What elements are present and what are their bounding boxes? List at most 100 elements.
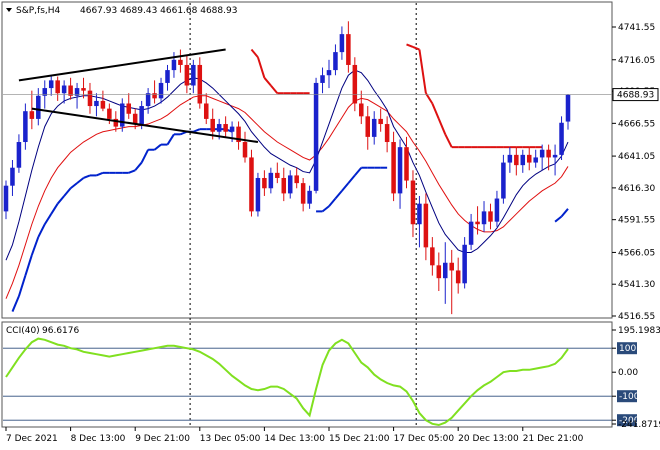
symbol-dropdown-icon[interactable] <box>6 8 12 12</box>
sar-segment <box>444 133 453 148</box>
time-axis: 7 Dec 2021 8 Dec 13:00 9 Dec 21:00 13 Dec 0… <box>5 427 584 444</box>
sar-segment <box>134 161 143 171</box>
candle-bull <box>443 262 448 279</box>
sar-segment <box>56 195 65 205</box>
candle-bull <box>468 221 474 245</box>
candle-bull <box>48 80 54 89</box>
candle-bull <box>539 149 545 158</box>
sar-segment <box>69 182 78 190</box>
candle-bull <box>3 185 9 212</box>
candle-bear <box>29 111 35 119</box>
candle-bear <box>203 103 209 119</box>
current-price-label: 4688.93 <box>3 88 659 102</box>
current-price-text: 4688.93 <box>617 91 654 101</box>
cci-tick-label: 195.1983 <box>618 326 660 336</box>
price-tick-label: 4566.05 <box>618 248 655 258</box>
sar-segment <box>256 56 266 79</box>
sar-segment <box>270 84 279 94</box>
cci-value: 96.6176 <box>42 326 79 336</box>
sar-segment <box>250 48 259 58</box>
sar-segment <box>560 208 569 218</box>
cci-tick-label: -200 <box>619 416 640 426</box>
sar-segment <box>341 182 350 192</box>
candle-bull <box>507 154 513 163</box>
candle-bull <box>307 190 312 204</box>
sar-segment <box>63 187 72 197</box>
price-tick-label: 4616.30 <box>618 184 655 194</box>
sar-segment <box>140 149 150 164</box>
candle-bear <box>352 64 358 104</box>
candle-bear <box>113 118 119 127</box>
candle-bear <box>449 262 454 271</box>
candle-bear <box>81 88 86 91</box>
candle-bear <box>275 172 280 178</box>
candle-bull <box>61 85 67 94</box>
sar-segment <box>96 171 104 177</box>
ohlc-readout: 4667.93 4689.43 4661.68 4688.93 <box>80 6 237 16</box>
price-tick-label: 4741.55 <box>618 23 655 33</box>
candle-bear <box>210 118 215 132</box>
price-tick-label: 4666.55 <box>618 119 655 129</box>
candle-bull <box>494 198 500 222</box>
candle-bear <box>55 80 60 94</box>
candle-bear <box>436 265 442 279</box>
candle-bull <box>559 122 564 155</box>
candle-bear <box>184 64 190 86</box>
sar-segment <box>425 92 434 105</box>
candle-bull <box>417 203 422 225</box>
trendline <box>18 48 226 82</box>
sar-segment <box>263 77 272 87</box>
sar-segment <box>37 223 46 238</box>
price-tick-label: 4591.55 <box>618 216 655 226</box>
candle-bear <box>546 149 551 158</box>
symbol-label: S&P,fs,H4 <box>16 6 61 16</box>
cci-pane-frame <box>1 321 613 428</box>
sar-segment <box>153 143 162 151</box>
sar-segment <box>43 213 53 225</box>
trendline <box>31 107 259 144</box>
candle-bear <box>455 270 461 284</box>
sar-segment <box>83 174 91 179</box>
candle-bull <box>320 75 325 83</box>
candle-bear <box>359 103 364 117</box>
candle-bear <box>475 221 480 225</box>
sar-segment <box>30 236 40 256</box>
candle-bull <box>10 167 15 186</box>
candle-bull <box>268 172 274 189</box>
candle-bear <box>262 177 267 189</box>
sar-segment <box>412 46 420 51</box>
candle-bull <box>94 100 99 107</box>
candle-bull <box>16 142 22 168</box>
sar-segment <box>166 133 175 146</box>
cci-level-tag <box>617 414 637 427</box>
candle-bull <box>481 211 487 225</box>
candle-bear <box>346 34 351 65</box>
candle-bear <box>236 126 241 143</box>
candle-bull <box>397 147 403 194</box>
cci-label: CCI(40) <box>6 326 40 336</box>
sar-segment <box>321 205 330 213</box>
price-pane-frame <box>1 1 613 319</box>
time-tick-label: 17 Dec 05:00 <box>394 434 455 444</box>
candle-bull <box>333 52 338 71</box>
sar-segment <box>554 215 563 223</box>
candle-bull <box>565 94 571 122</box>
price-tick-label: 4516.55 <box>618 312 655 322</box>
candle-bear <box>365 116 371 137</box>
trendlines <box>18 48 259 144</box>
candle-bear <box>378 118 383 125</box>
candle-bear <box>152 93 157 99</box>
candle-bear <box>242 142 248 158</box>
candle-bull <box>520 154 526 166</box>
candle-bull <box>171 59 177 71</box>
sar-segment <box>347 174 356 184</box>
candle-bull <box>326 70 332 76</box>
candle-bull <box>74 88 80 96</box>
candle-bear <box>197 64 203 104</box>
cci-line <box>5 337 569 427</box>
sar-segment <box>50 203 59 215</box>
candle-bear <box>384 124 390 143</box>
candle-bull <box>229 126 235 132</box>
candle-bull <box>339 34 345 53</box>
